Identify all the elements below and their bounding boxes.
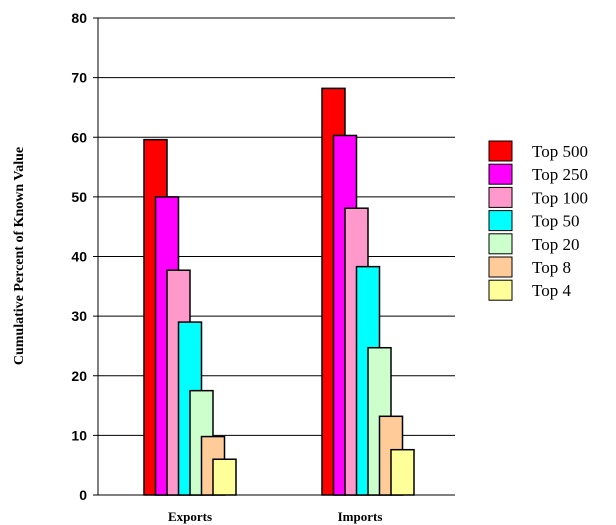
category-label-imports: Imports — [338, 509, 383, 524]
bar-top-4-imports — [390, 448, 415, 496]
y-tick-label: 10 — [71, 427, 87, 443]
legend-swatch-top-500 — [488, 140, 513, 162]
y-tick-label: 40 — [71, 249, 87, 265]
legend: Top 500 Top 250 Top 100 Top 50 Top 20 Top 8 To… — [488, 140, 588, 301]
y-tick-label: 60 — [71, 129, 87, 145]
legend-swatch-top-8 — [488, 256, 513, 278]
legend-swatch-top-20 — [488, 233, 513, 255]
y-tick-label: 0 — [79, 487, 87, 503]
legend-label: Top 500 — [532, 142, 588, 161]
y-tick-label: 80 — [71, 10, 87, 26]
y-axis-title: Cumulative Percent of Known Value — [12, 147, 27, 365]
legend-label: Top 50 — [532, 212, 579, 231]
legend-label: Top 100 — [532, 188, 588, 207]
y-tick-label: 50 — [71, 189, 87, 205]
legend-label: Top 8 — [532, 258, 571, 277]
bar-top-4-exports — [212, 458, 237, 496]
legend-label: Top 250 — [532, 165, 588, 184]
legend-swatch-top-4 — [488, 279, 513, 301]
legend-swatch-top-250 — [488, 163, 513, 185]
legend-swatch-top-50 — [488, 210, 513, 232]
category-labels: Exports Imports — [168, 509, 382, 524]
bars — [143, 87, 415, 496]
y-tick-label: 20 — [71, 368, 87, 384]
legend-label: Top 20 — [532, 235, 579, 254]
legend-label: Top 4 — [532, 281, 571, 300]
y-tick-label: 30 — [71, 308, 87, 324]
y-tick-labels: 0 10 20 30 40 50 60 70 80 — [71, 10, 98, 503]
category-label-exports: Exports — [168, 509, 212, 524]
legend-swatch-top-100 — [488, 186, 513, 208]
y-tick-label: 70 — [71, 70, 87, 86]
